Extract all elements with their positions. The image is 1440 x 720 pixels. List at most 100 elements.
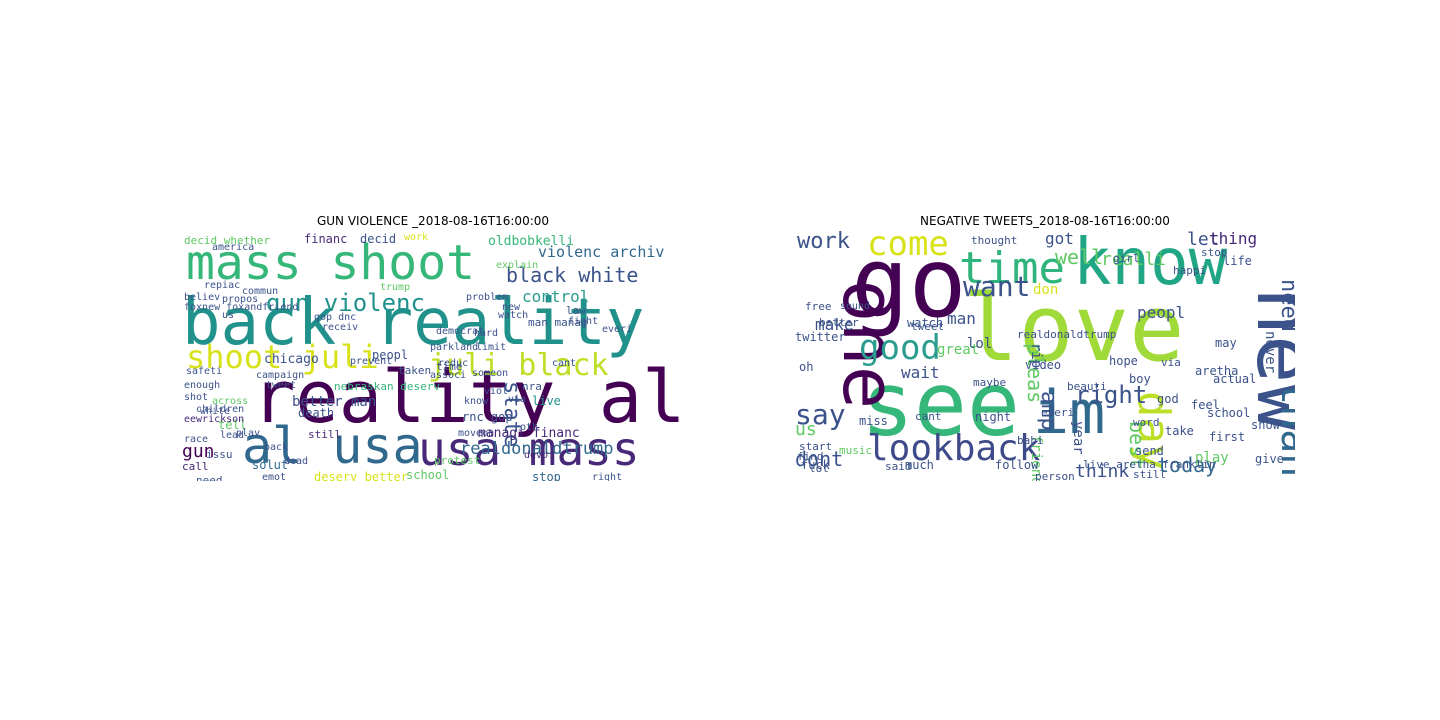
cloud-word: follow	[995, 459, 1038, 471]
cloud-word: person	[1035, 471, 1075, 481]
cloud-word: play	[236, 429, 260, 439]
cloud-word: chicago	[264, 353, 319, 366]
cloud-word: shot	[184, 393, 208, 403]
cloud-word: control	[522, 289, 589, 305]
cloud-word: wait	[901, 365, 940, 381]
cloud-word: tweet	[266, 381, 296, 391]
cloud-word: hope	[1109, 355, 1138, 367]
cloud-word: us	[795, 421, 817, 439]
cloud-word: peopl	[1137, 305, 1185, 321]
cloud-word: word	[1133, 417, 1160, 428]
cloud-word: decid	[360, 233, 396, 245]
cloud-word: want	[963, 273, 1030, 301]
cloud-word: watch	[498, 311, 528, 321]
cloud-word: stop	[532, 471, 561, 481]
cloud-word: beauti	[1067, 381, 1107, 392]
cloud-word: need	[196, 475, 223, 481]
cloud-word: parkland	[430, 343, 478, 353]
cloud-word: lot	[809, 463, 829, 474]
cloud-word: work	[797, 231, 850, 253]
cloud-word: receiv	[322, 323, 358, 333]
cloud-word: call	[182, 461, 209, 472]
cloud-word: fight	[568, 317, 598, 327]
cloud-word: explain	[496, 261, 538, 271]
cloud-word: maybe	[973, 377, 1006, 388]
cloud-word: actual	[1213, 373, 1256, 385]
cloud-word: hard	[474, 329, 498, 339]
cloud-word: know	[464, 397, 488, 407]
cloud-word: may	[1215, 337, 1237, 349]
cloud-word: death	[298, 407, 334, 419]
cloud-word: believ	[184, 293, 220, 303]
cloud-word: video	[1025, 359, 1061, 371]
cloud-word: music	[839, 445, 872, 456]
cloud-word: come	[867, 231, 949, 261]
cloud-word: problem	[466, 293, 508, 303]
cloud-word: feel	[1191, 399, 1220, 411]
cloud-word: solut	[252, 459, 288, 471]
cloud-word: taken	[398, 365, 431, 376]
cloud-word: propos	[222, 295, 258, 305]
cloud-word: need	[1277, 279, 1295, 332]
cloud-word: rnc gop	[462, 411, 513, 423]
cloud-word: never	[1263, 331, 1277, 373]
cloud-word: america	[212, 243, 254, 253]
cloud-word: twitter	[795, 331, 846, 343]
cloud-word: sound	[840, 302, 870, 312]
cloud-word: show	[1251, 419, 1280, 431]
cloud-word: trump	[380, 283, 410, 293]
cloud-word: devo	[524, 451, 548, 461]
cloud-word: first	[1209, 431, 1245, 443]
cloud-word: reduc	[438, 359, 468, 369]
cloud-word: oldbobkelli	[488, 235, 574, 248]
cloud-word: us	[222, 311, 234, 321]
cloud-word: protest	[434, 455, 480, 466]
cloud-word: send	[1135, 445, 1164, 457]
cloud-word: issu	[206, 449, 233, 460]
cloud-word: find	[797, 451, 824, 462]
cloud-word: financ	[304, 233, 347, 245]
cloud-word: said	[885, 461, 912, 472]
cloud-word: don	[1033, 283, 1058, 297]
cloud-word: deserv better	[314, 471, 408, 481]
cloud-word: via	[508, 395, 526, 405]
panel-title: NEGATIVE TWEETS_2018-08-16T16:00:00	[795, 214, 1295, 228]
cloud-word: lol	[967, 337, 992, 351]
cloud-word: dead	[284, 457, 308, 467]
cloud-word: enough	[184, 381, 220, 391]
cloud-word: thing	[1209, 231, 1257, 247]
cloud-word: race	[184, 435, 208, 445]
cloud-word: free	[805, 301, 832, 312]
cloud-word: everi	[602, 325, 632, 335]
cloud-word: limit	[476, 343, 506, 353]
wordcloud: mass shoot back reality reality al al usa us…	[182, 231, 684, 481]
cloud-word: boy	[1129, 373, 1151, 385]
cloud-word: law	[566, 305, 586, 316]
cloud-word: give	[1255, 453, 1284, 465]
cloud-word: nebraskan deserv	[334, 381, 440, 392]
cloud-word: work	[404, 233, 428, 243]
cloud-word: still	[308, 429, 341, 440]
cloud-word: live	[532, 395, 561, 407]
cloud-word: good	[859, 331, 941, 365]
cloud-word: oth	[520, 423, 538, 433]
cloud-word: man	[947, 311, 976, 327]
cloud-word: happi	[1173, 265, 1206, 276]
cloud-word: cant	[915, 411, 942, 422]
cloud-word: right	[592, 473, 622, 481]
cloud-word: night	[975, 411, 1011, 423]
cloud-word: well	[1055, 247, 1103, 267]
cloud-word: year	[1071, 421, 1085, 455]
cloud-word: emot	[262, 473, 286, 481]
cloud-word: tweet	[911, 321, 944, 332]
cloud-word: via	[1161, 357, 1181, 368]
cloud-word: safeti	[186, 367, 222, 377]
cloud-word: thought	[971, 235, 1017, 246]
cloud-word: life	[1223, 255, 1252, 267]
cloud-word: girl	[1113, 253, 1140, 264]
panel-title: GUN VIOLENCE _2018-08-16T16:00:00	[182, 214, 684, 228]
cloud-word: back	[264, 443, 288, 453]
cloud-word: still	[1133, 469, 1166, 480]
cloud-word: take	[1165, 425, 1194, 437]
cloud-word: white	[200, 407, 230, 417]
